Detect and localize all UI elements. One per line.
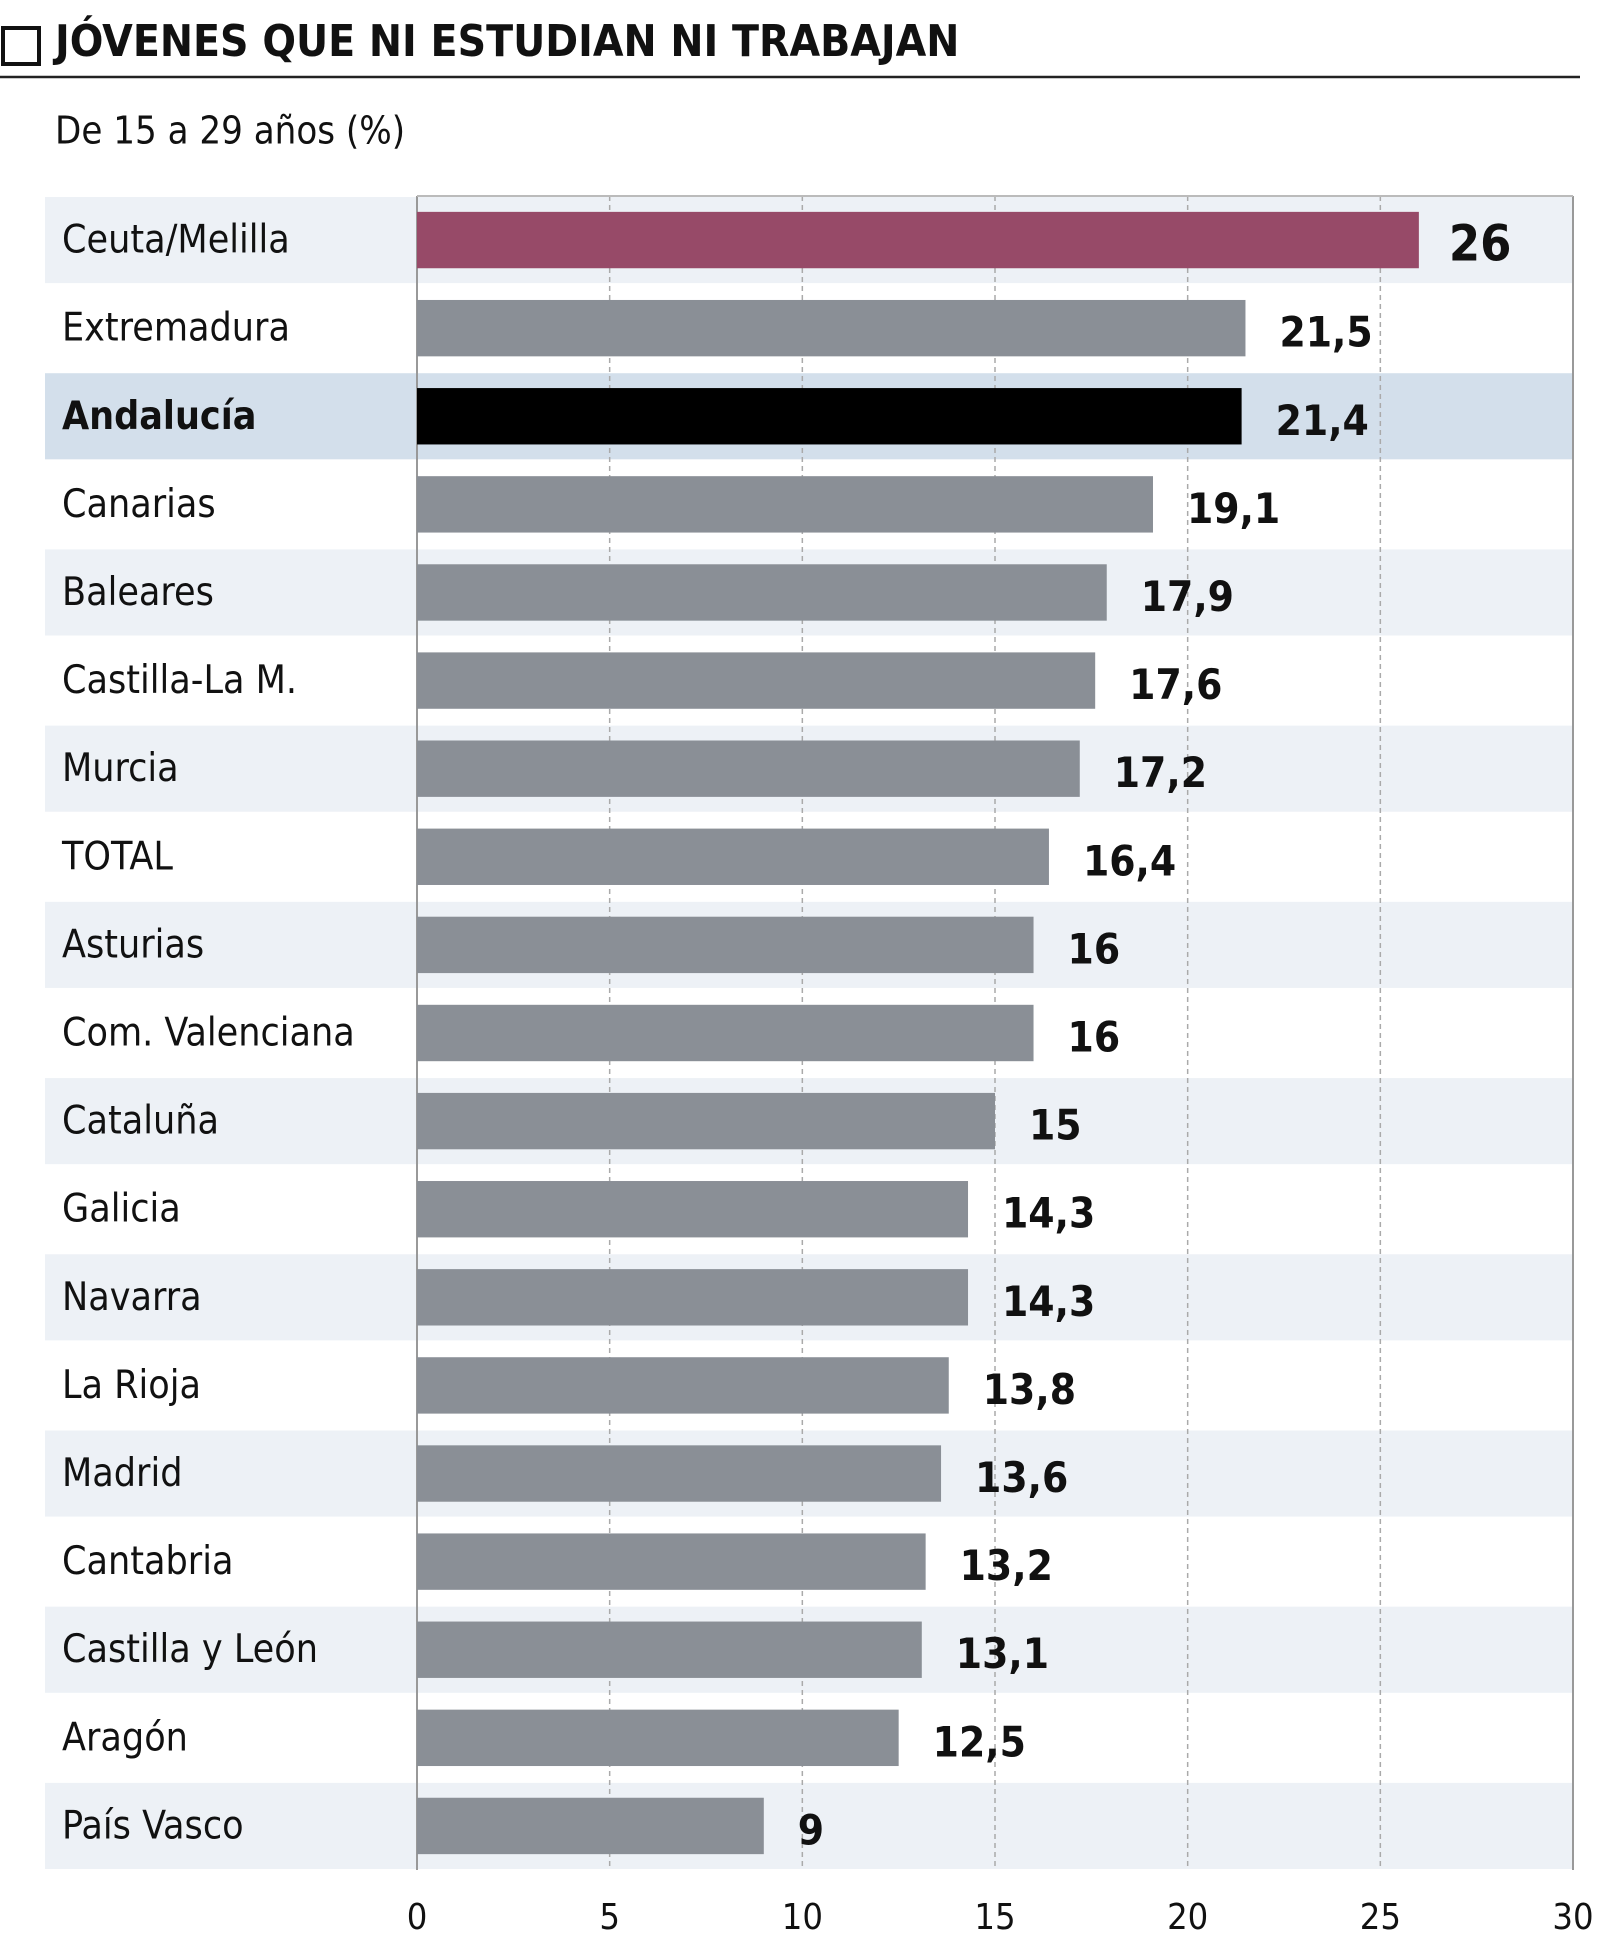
- value-label: 16: [1068, 924, 1121, 973]
- category-label: Castilla-La M.: [62, 658, 297, 703]
- row-background: [45, 1782, 1573, 1869]
- label-background: [45, 461, 417, 548]
- bar: [417, 1092, 995, 1150]
- title-icon: [1, 26, 41, 66]
- bar: [417, 476, 1153, 533]
- value-label: 21,4: [1276, 396, 1369, 445]
- value-label: 17,2: [1114, 748, 1207, 797]
- label-background: [45, 1166, 417, 1253]
- x-tick-label: 5: [599, 1897, 620, 1938]
- bar: [417, 1269, 969, 1326]
- category-label: Ceuta/Melilla: [62, 218, 290, 263]
- label-background: [45, 285, 417, 372]
- bar: [417, 1181, 969, 1238]
- value-label: 21,5: [1279, 308, 1372, 357]
- bar: [417, 1357, 949, 1414]
- value-label: 17,6: [1129, 660, 1222, 709]
- value-label: 26: [1449, 215, 1512, 273]
- category-label: La Rioja: [62, 1363, 201, 1408]
- category-label: Galicia: [62, 1187, 181, 1232]
- value-label: 19,1: [1187, 484, 1280, 533]
- bar: [417, 1445, 942, 1502]
- value-label: 12,5: [933, 1717, 1026, 1766]
- value-label: 14,3: [1002, 1277, 1095, 1326]
- bar: [417, 828, 1049, 885]
- bar: [417, 211, 1419, 269]
- category-label: Cantabria: [62, 1539, 233, 1584]
- category-label: Madrid: [62, 1451, 183, 1496]
- category-label: Murcia: [62, 746, 179, 791]
- value-label: 13,8: [983, 1365, 1076, 1414]
- category-label: País Vasco: [62, 1803, 244, 1848]
- x-tick-label: 15: [974, 1897, 1015, 1938]
- label-background: [45, 1518, 417, 1605]
- value-label: 16,4: [1083, 836, 1176, 885]
- category-label: Extremadura: [62, 306, 290, 351]
- label-background: [45, 989, 417, 1077]
- bar: [417, 1004, 1034, 1062]
- value-label: 13,6: [975, 1453, 1068, 1502]
- bar: [417, 1709, 899, 1767]
- bar: [417, 1621, 922, 1678]
- category-label: Com. Valenciana: [62, 1011, 355, 1056]
- value-label: 14,3: [1002, 1189, 1095, 1238]
- bar: [417, 916, 1034, 974]
- value-label: 16: [1068, 1013, 1121, 1062]
- bar: [417, 740, 1080, 797]
- category-label: TOTAL: [61, 834, 173, 879]
- bar: [417, 388, 1242, 445]
- x-tick-label: 10: [782, 1897, 823, 1938]
- value-label: 13,2: [960, 1541, 1053, 1590]
- value-label: 17,9: [1141, 572, 1234, 621]
- chart-subtitle: De 15 a 29 años (%): [55, 109, 405, 153]
- x-tick-label: 30: [1552, 1897, 1593, 1938]
- x-tick-label: 0: [407, 1897, 428, 1938]
- category-label: Aragón: [62, 1715, 188, 1760]
- value-label: 9: [798, 1805, 824, 1854]
- category-label: Canarias: [62, 482, 216, 527]
- x-tick-label: 25: [1360, 1897, 1401, 1938]
- value-label: 15: [1029, 1101, 1082, 1150]
- category-label: Navarra: [62, 1275, 202, 1320]
- category-label: Baleares: [62, 570, 214, 615]
- x-tick-label: 20: [1167, 1897, 1208, 1938]
- category-label: Cataluña: [62, 1099, 219, 1144]
- label-background: [45, 1342, 417, 1429]
- value-label: 13,1: [956, 1629, 1049, 1678]
- bar: [417, 299, 1246, 357]
- bar: [417, 1797, 764, 1855]
- label-background: [45, 637, 417, 724]
- category-label: Andalucía: [62, 394, 256, 439]
- bar: [417, 1533, 926, 1590]
- chart-title: JÓVENES QUE NI ESTUDIAN NI TRABAJAN: [52, 14, 959, 67]
- bar: [417, 652, 1096, 709]
- category-label: Asturias: [62, 922, 204, 967]
- label-background: [45, 1694, 417, 1781]
- bar: [417, 564, 1107, 621]
- label-background: [45, 813, 417, 900]
- category-label: Castilla y León: [62, 1627, 318, 1672]
